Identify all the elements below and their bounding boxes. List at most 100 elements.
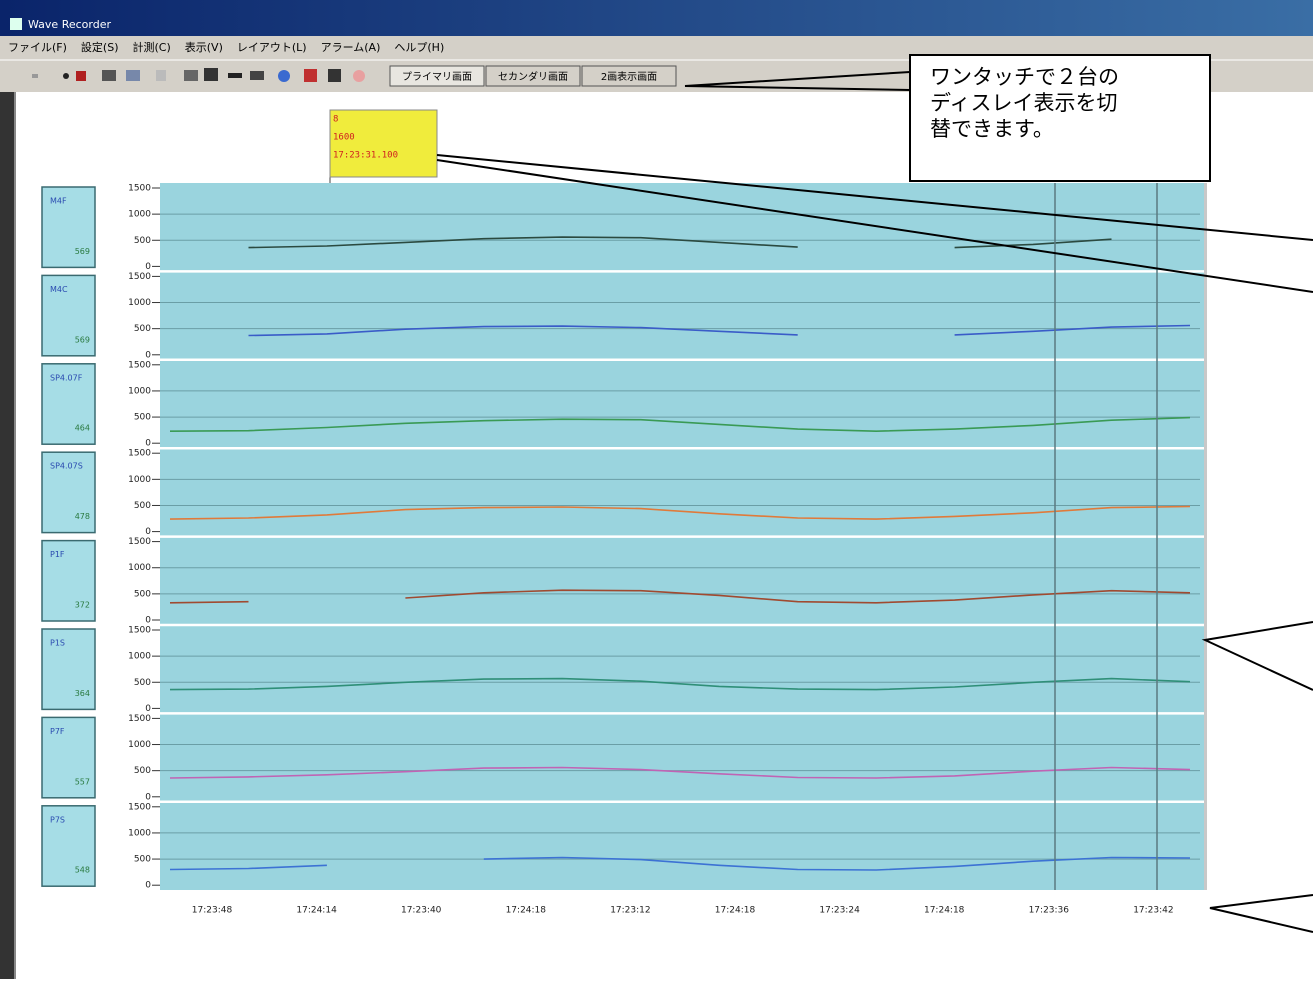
menu-item[interactable]: 設定(S): [81, 40, 119, 54]
y-tick-label: 1000: [128, 386, 151, 396]
channel-name: SP4.07S: [50, 462, 83, 471]
icon: [353, 70, 365, 82]
channel-box: [41, 451, 96, 534]
y-tick-label: 0: [145, 262, 151, 272]
channel-box: [41, 628, 96, 711]
icon: [328, 69, 341, 82]
cursor-box-text: 8 1600 17:23:31.100: [333, 115, 398, 161]
app-icon: [10, 18, 22, 30]
x-tick-label: 17:24:18: [506, 906, 547, 916]
left-frame-edge: [14, 92, 16, 979]
y-tick-label: 1000: [128, 740, 151, 750]
callout-pointer: [1201, 621, 1313, 691]
x-tick-label: 17:23:24: [819, 906, 860, 916]
y-tick-label: 1500: [128, 272, 151, 282]
toolbar-button[interactable]: [389, 65, 485, 87]
waveform: [248, 324, 1191, 337]
callout-line: ディスレイ表示を切: [930, 91, 1118, 115]
y-tick-label: 1500: [128, 626, 151, 636]
callout-pointer: [436, 154, 1313, 293]
menu-item[interactable]: ヘルプ(H): [394, 41, 444, 54]
callout-pointer: [1209, 894, 1313, 933]
toolbar-button-label[interactable]: 2画表示画面: [601, 70, 657, 83]
icon: [102, 70, 116, 81]
x-tick-label: 17:23:48: [192, 906, 233, 916]
toolbar-button-label[interactable]: セカンダリ画面: [498, 70, 568, 83]
y-tick-label: 1000: [128, 563, 151, 573]
menu-item[interactable]: 計測(C): [133, 40, 171, 54]
channel-name: SP4.07F: [50, 373, 83, 382]
cursor-box-line: 8: [333, 115, 338, 125]
channel-name: P1F: [50, 550, 65, 559]
plot-scrollbar: [1204, 183, 1207, 890]
y-tick-label: 1000: [128, 652, 151, 662]
waveform: [248, 236, 1112, 249]
x-tick-label: 17:24:18: [924, 906, 965, 916]
y-tick-label: 1000: [128, 210, 151, 220]
channel-value: 464: [75, 424, 90, 433]
icon: [278, 70, 290, 82]
icon: [250, 71, 264, 80]
toolbar-button-label[interactable]: プライマリ画面: [402, 71, 472, 83]
channel-box: [41, 186, 96, 269]
menu-item[interactable]: アラーム(A): [321, 41, 381, 54]
callout-line: 替できます。: [930, 117, 1054, 141]
y-tick-label: 500: [134, 324, 151, 334]
channel-value: 569: [75, 247, 90, 256]
channel-value: 569: [75, 335, 90, 344]
channel-name: M4F: [50, 197, 67, 206]
toolbar-button[interactable]: [581, 65, 677, 87]
channel-value: 372: [75, 601, 90, 610]
menu-item[interactable]: レイアウト(L): [237, 41, 307, 54]
channel-box: [41, 539, 96, 622]
icon: [32, 74, 38, 78]
y-tick-label: 0: [145, 350, 151, 360]
y-tick-label: 0: [145, 704, 151, 714]
waveform: [169, 589, 1191, 604]
icon: [204, 68, 218, 81]
y-tick-label: 0: [145, 527, 151, 537]
y-tick-label: 1500: [128, 802, 151, 812]
icon: [304, 69, 317, 82]
display-switch-buttons: プライマリ画面 セカンダリ画面 2画表示画面: [389, 65, 677, 87]
y-tick-label: 500: [134, 589, 151, 599]
y-tick-label: 0: [145, 881, 151, 891]
menu-item[interactable]: 表示(V): [185, 40, 223, 54]
waveform: [169, 416, 1191, 433]
y-tick-label: 1000: [128, 298, 151, 308]
waveform: [169, 505, 1191, 520]
window-title: Wave Recorder: [28, 18, 111, 31]
channel-value: 478: [75, 512, 90, 521]
callout-box: [909, 54, 1211, 182]
y-tick-label: 500: [134, 236, 151, 246]
y-tick-label: 1500: [128, 184, 151, 194]
y-tick-label: 1500: [128, 714, 151, 724]
x-tick-label: 17:23:12: [610, 906, 650, 916]
waveform: [169, 766, 1191, 779]
y-tick-label: 500: [134, 413, 151, 423]
channel-name: P1S: [50, 639, 65, 648]
y-tick-label: 0: [145, 616, 151, 626]
y-tick-label: 0: [145, 439, 151, 449]
cursor-box: [329, 109, 438, 178]
y-tick-label: 500: [134, 501, 151, 511]
channel-box: [41, 363, 96, 445]
cursor-box-line: 1600: [333, 133, 355, 143]
icon: [228, 73, 242, 78]
icon: [63, 73, 69, 79]
toolbar-button[interactable]: [485, 65, 581, 87]
x-tick-label: 17:24:14: [296, 906, 337, 916]
channel-value: 548: [75, 866, 90, 875]
channel-name: M4C: [50, 285, 68, 294]
plots: M4F 569 0 500 1000 1500 M4C 569 0 500 1000 1500 SP4.…: [41, 184, 1204, 916]
channel-name: P7S: [50, 815, 65, 824]
cursor-box-line: 17:23:31.100: [333, 151, 398, 161]
menu-item[interactable]: ファイル(F): [8, 41, 67, 54]
y-tick-label: 1500: [128, 360, 151, 370]
icon: [76, 71, 86, 81]
channel-value: 364: [75, 689, 90, 698]
title-bar: [0, 0, 1313, 36]
icon: [184, 70, 198, 81]
icon: [156, 70, 166, 81]
